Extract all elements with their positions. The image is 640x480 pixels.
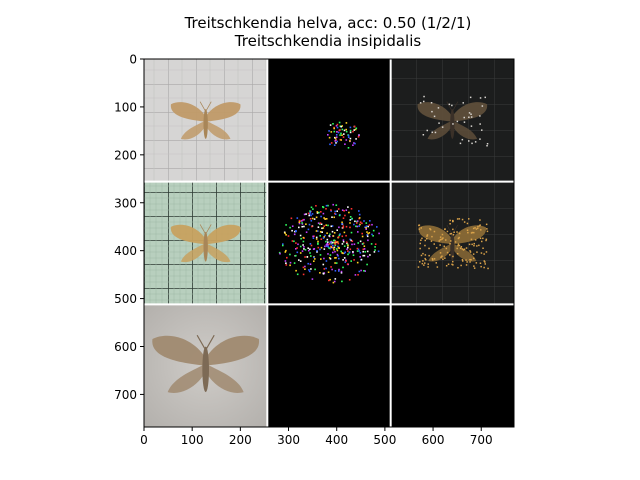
x-tick-label-500: 500 (373, 433, 396, 447)
axes-frame (143, 58, 515, 428)
chart-title: Treitschkendia helva, acc: 0.50 (1/2/1) (184, 14, 472, 32)
y-tick-label-300: 300 (114, 196, 137, 210)
y-tick-label-200: 200 (114, 148, 137, 162)
masked-highlights-r1 (419, 95, 489, 147)
moth-photo-r1 (170, 101, 241, 140)
y-tick-label-100: 100 (114, 100, 137, 114)
x-tick-label-600: 600 (422, 433, 445, 447)
title-block: Treitschkendia helva, acc: 0.50 (1/2/1) … (0, 14, 640, 50)
x-tick-label-700: 700 (470, 433, 493, 447)
moth-photo-r2 (170, 224, 241, 263)
x-tick-label-300: 300 (277, 433, 300, 447)
x-tick-label-400: 400 (325, 433, 348, 447)
image-tile-r1-c2 (267, 59, 391, 182)
y-tick-label-0: 0 (129, 53, 137, 67)
image-tile-r2-c2 (267, 181, 391, 305)
y-tick-label-400: 400 (114, 244, 137, 258)
y-tick-label-600: 600 (114, 340, 137, 354)
moth-photo-r3 (152, 334, 260, 394)
saliency-points-r1 (327, 121, 360, 149)
x-tick-label-100: 100 (181, 433, 204, 447)
y-tick-label-500: 500 (114, 292, 137, 306)
masked-moth-r2 (418, 224, 487, 262)
x-tick-label-0: 0 (140, 433, 148, 447)
tile-separators (144, 59, 514, 427)
x-tick-label-200: 200 (229, 433, 252, 447)
image-tile-r3-c2 (267, 304, 391, 427)
saliency-points-r2 (278, 203, 380, 284)
chart-subtitle: Treitschkendia insipidalis (234, 32, 422, 50)
y-tick-label-700: 700 (114, 388, 137, 402)
masked-highlights-r2 (417, 218, 489, 270)
image-tile-r3-c3 (390, 304, 514, 427)
